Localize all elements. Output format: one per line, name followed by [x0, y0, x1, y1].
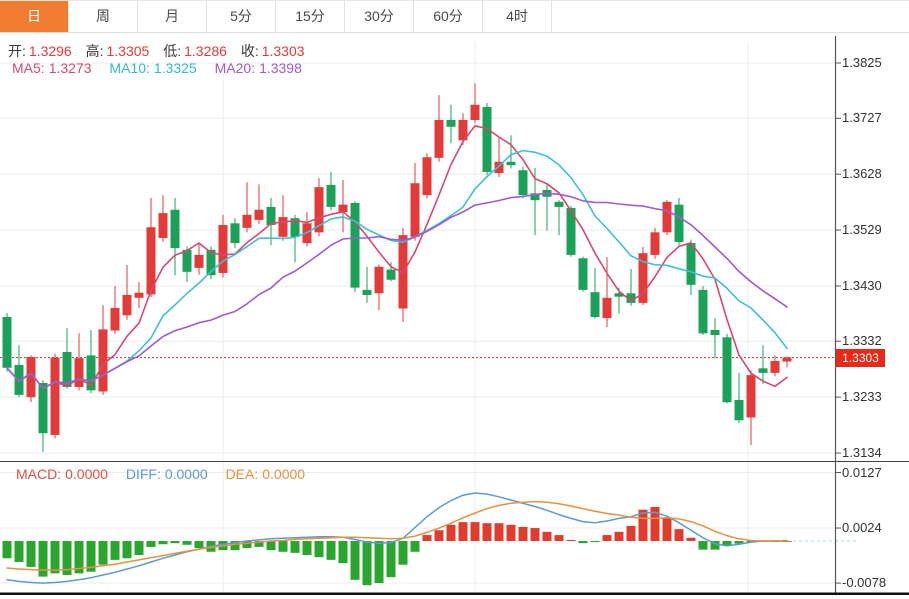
ma20-label: MA20:: [214, 60, 256, 76]
macd-value: 0.0000: [65, 466, 108, 482]
macd-axis-label: -0.0078: [842, 575, 887, 591]
y-axis-label: 1.3825: [842, 55, 882, 70]
tab-30min[interactable]: 30分: [344, 1, 414, 32]
high-label: 高:: [85, 43, 104, 59]
tabbar-filler: [552, 1, 909, 32]
tab-day[interactable]: 日: [0, 1, 69, 32]
tab-month[interactable]: 月: [137, 1, 207, 32]
main-chart-canvas[interactable]: [0, 34, 909, 461]
macd-axis-label: 0.0127: [842, 464, 882, 480]
low-label: 低:: [163, 43, 182, 59]
close-value: 1.3303: [261, 43, 305, 59]
last-price-tag: 1.3303: [836, 348, 885, 367]
y-axis-label: 1.3332: [842, 333, 882, 349]
close-label: 收:: [240, 43, 259, 59]
diff-value: 0.0000: [164, 466, 208, 482]
y-axis-label: 1.3134: [842, 445, 882, 460]
period-tabbar: 日 周 月 5分 15分 30分 60分 4时: [0, 0, 909, 33]
ma5-label: MA5:: [12, 60, 45, 76]
dea-label: DEA:: [225, 466, 259, 482]
y-axis-label: 1.3529: [842, 222, 882, 238]
high-value: 1.3305: [106, 43, 150, 59]
tab-4hour[interactable]: 4时: [482, 1, 552, 32]
low-value: 1.3286: [184, 43, 227, 59]
y-axis-label: 1.3727: [842, 110, 882, 126]
diff-label: DIFF:: [125, 466, 161, 482]
tab-60min[interactable]: 60分: [413, 1, 483, 32]
dea-value: 0.0000: [262, 466, 306, 482]
ma-readout: MA5: 1.3273 MA10: 1.3325 MA20: 1.3398: [12, 60, 306, 76]
ohlc-readout: 开: 1.3296 高: 1.3305 低: 1.3286 收: 1.3303: [8, 41, 305, 61]
tab-15min[interactable]: 15分: [275, 1, 345, 32]
open-value: 1.3296: [28, 43, 72, 59]
macd-axis-label: 0.0024: [842, 520, 882, 536]
ma20-value: 1.3398: [259, 60, 302, 76]
macd-label: MACD:: [16, 466, 62, 482]
y-axis-label: 1.3628: [842, 166, 882, 182]
y-axis-label: 1.3233: [842, 389, 882, 405]
ma5-value: 1.3273: [48, 60, 92, 76]
tab-5min[interactable]: 5分: [206, 1, 276, 32]
ma10-value: 1.3325: [153, 60, 197, 76]
macd-readout: MACD: 0.0000 DIFF: 0.0000 DEA: 0.0000: [16, 466, 309, 482]
y-axis-label: 1.3430: [842, 277, 882, 293]
tab-week[interactable]: 周: [68, 1, 138, 32]
open-label: 开:: [8, 43, 26, 59]
macd-chart-canvas[interactable]: [0, 461, 909, 599]
ma10-label: MA10:: [109, 60, 150, 76]
